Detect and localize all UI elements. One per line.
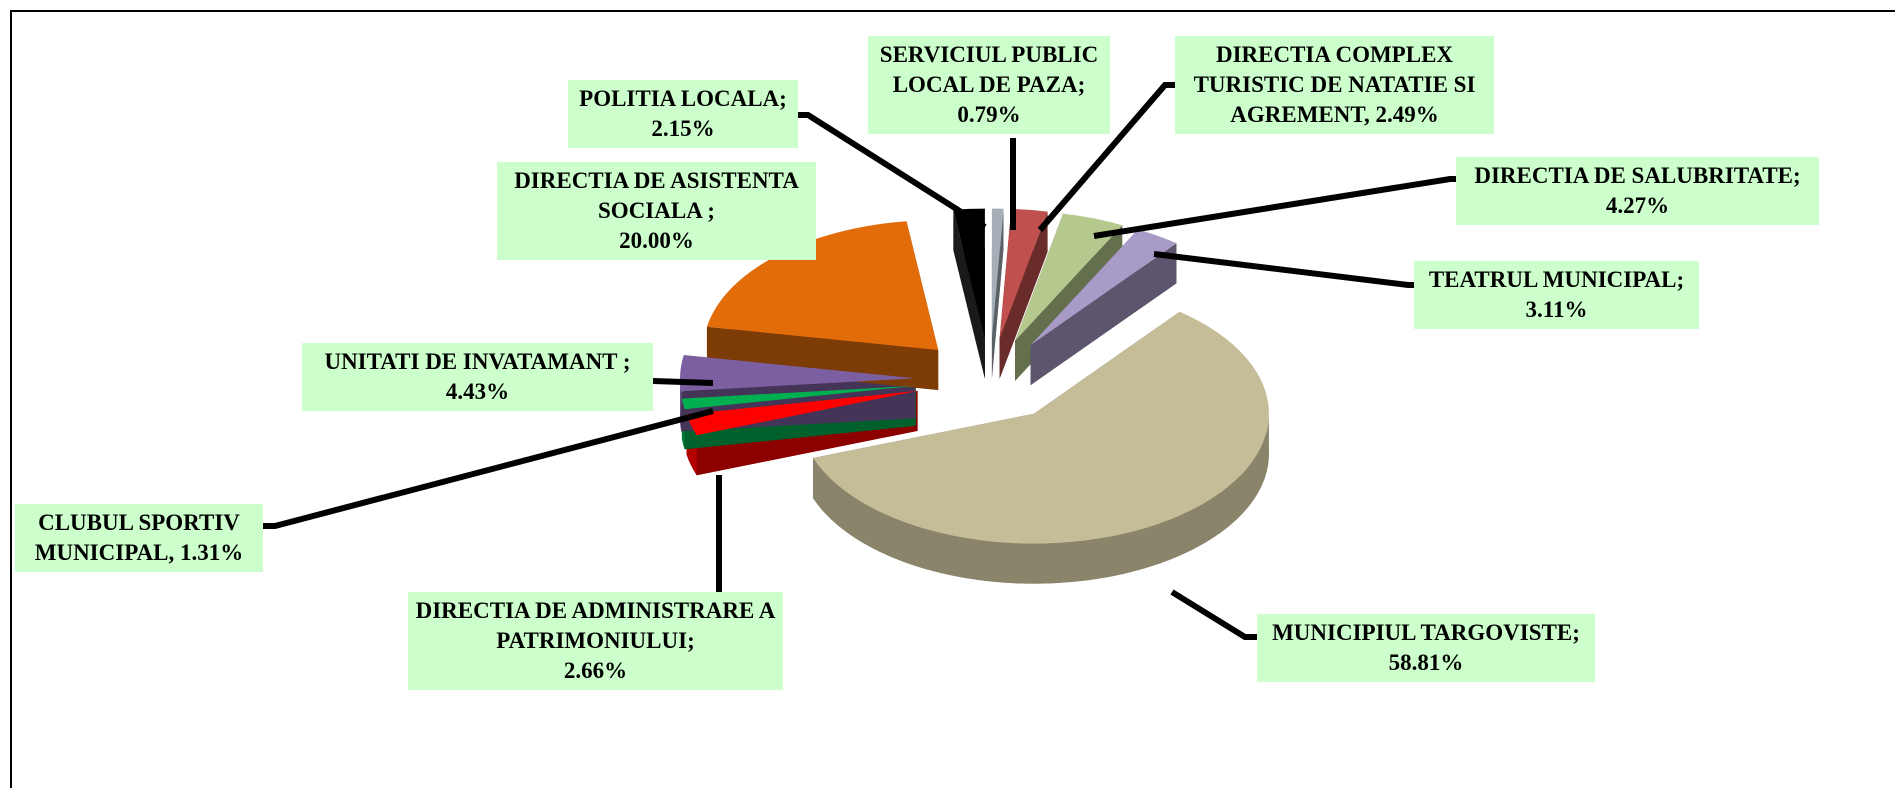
- slice: [999, 209, 1048, 339]
- slice-wall: [953, 209, 985, 379]
- leader-line: [1093, 176, 1456, 239]
- category-label: DIRECTIA DE SALUBRITATE;: [1474, 163, 1801, 188]
- leader-line: [1153, 251, 1414, 288]
- category-label: DIRECTIA DE ASISTENTA SOCIALA ;: [514, 168, 799, 223]
- data-label: TEATRUL MUNICIPAL; 3.11%: [1414, 261, 1699, 329]
- leader-line: [798, 112, 987, 230]
- slice: [680, 355, 916, 392]
- value-label: 4.27%: [1605, 193, 1670, 218]
- slice: [681, 385, 916, 410]
- slice: [1015, 213, 1123, 341]
- leader-line: [1037, 82, 1175, 232]
- leader-line: [652, 378, 714, 386]
- data-label: MUNICIPIUL TARGOVISTE; 58.81%: [1257, 614, 1595, 682]
- category-label: UNITATI DE INVATAMANT ;: [324, 349, 631, 374]
- category-label: DIRECTIA DE ADMINISTRARE A PATRIMONIULUI…: [415, 598, 776, 653]
- category-label: DIRECTIA COMPLEX TURISTIC DE NATATIE SI …: [1193, 42, 1476, 127]
- data-label: POLITIA LOCALA; 2.15%: [568, 80, 798, 148]
- value-label: 1.31%: [179, 540, 244, 565]
- data-label: UNITATI DE INVATAMANT ; 4.43%: [302, 343, 653, 411]
- value-label: 0.79%: [957, 102, 1021, 127]
- leader-line: [1170, 589, 1257, 640]
- category-label: POLITIA LOCALA;: [579, 86, 787, 111]
- slice: [686, 390, 918, 436]
- data-label: SERVICIUL PUBLIC LOCAL DE PAZA; 0.79%: [868, 36, 1110, 134]
- value-label: 20.00%: [619, 228, 694, 253]
- data-label: DIRECTIA DE ADMINISTRARE A PATRIMONIULUI…: [408, 592, 783, 690]
- value-label: 2.49%: [1375, 102, 1439, 127]
- slice: [813, 311, 1269, 544]
- value-label: 2.66%: [563, 658, 628, 683]
- data-label: DIRECTIA COMPLEX TURISTIC DE NATATIE SI …: [1175, 36, 1494, 134]
- slice-wall: [991, 208, 1004, 379]
- chart-frame: [10, 10, 1895, 788]
- value-label: 58.81%: [1388, 650, 1464, 675]
- data-label: DIRECTIA DE ASISTENTA SOCIALA ; 20.00%: [497, 162, 816, 260]
- slice: [953, 208, 985, 339]
- data-label: DIRECTIA DE SALUBRITATE; 4.27%: [1456, 157, 1819, 225]
- value-label: 3.11%: [1525, 297, 1588, 322]
- value-label: 2.15%: [651, 116, 715, 141]
- slice: [1030, 229, 1177, 346]
- slice-side: [813, 413, 1269, 584]
- slice: [706, 221, 939, 350]
- category-label: MUNICIPIUL TARGOVISTE;: [1272, 620, 1580, 645]
- data-label: CLUBUL SPORTIV MUNICIPAL, 1.31%: [15, 504, 263, 572]
- value-label: 4.43%: [445, 379, 510, 404]
- slice-wall: [1030, 243, 1177, 386]
- slice-wall: [706, 326, 939, 390]
- category-label: CLUBUL SPORTIV MUNICIPAL,: [34, 510, 240, 565]
- category-label: TEATRUL MUNICIPAL;: [1428, 267, 1685, 292]
- slice: [991, 208, 1004, 339]
- category-label: SERVICIUL PUBLIC LOCAL DE PAZA;: [879, 42, 1099, 97]
- leader-line: [263, 408, 714, 529]
- slice-wall: [999, 211, 1048, 379]
